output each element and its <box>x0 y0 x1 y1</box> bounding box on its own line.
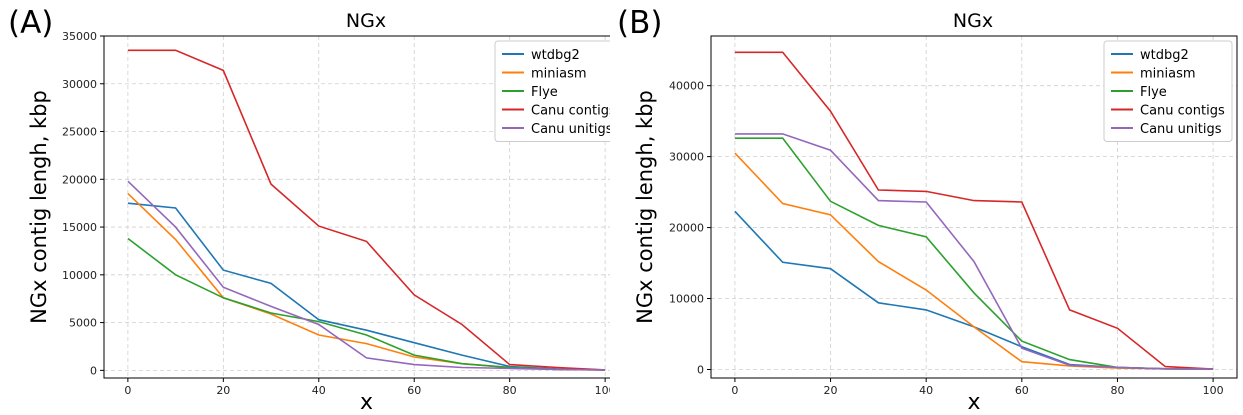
series-line-canu-unitigs <box>734 133 1214 370</box>
legend-label: Canu unitigs <box>531 122 610 137</box>
series-line-miniasm <box>127 193 606 371</box>
x-tick-label: 60 <box>407 384 421 397</box>
x-tick-label: 20 <box>824 384 838 397</box>
series-line-canu-contigs <box>734 51 1214 370</box>
panel-label: (A) <box>8 5 53 41</box>
x-tick-label: 0 <box>731 384 738 397</box>
chart-title: NGx <box>953 10 993 32</box>
plot-frame <box>103 35 610 379</box>
x-tick-label: 60 <box>1015 384 1029 397</box>
y-axis-label: NGx contig lengh, kbp <box>27 90 51 324</box>
x-axis-label: x <box>967 390 980 415</box>
legend-label: wtdbg2 <box>531 48 580 63</box>
series-line-flye <box>734 137 1214 370</box>
series-line-canu-unitigs <box>127 180 606 371</box>
y-tick-label: 10000 <box>62 269 97 282</box>
x-tick-label: 80 <box>1110 384 1124 397</box>
x-tick-label: 40 <box>919 384 933 397</box>
series-line-wtdbg2 <box>127 202 606 371</box>
legend <box>1103 40 1233 142</box>
x-tick-label: 100 <box>595 384 610 397</box>
y-tick-label: 15000 <box>62 221 97 234</box>
y-tick-label: 0 <box>697 363 704 376</box>
chart-title: NGx <box>346 10 386 32</box>
x-tick-label: 100 <box>1203 384 1224 397</box>
y-tick-label: 40000 <box>669 80 704 93</box>
y-tick-label: 10000 <box>669 293 704 306</box>
y-tick-label: 30000 <box>62 78 97 91</box>
chart-b: 0 20 40 60 80 100 0 10000 20000 30000 40000 NGx (B) x… <box>617 5 1238 415</box>
plot-frame <box>710 35 1238 379</box>
legend-label: Flye <box>531 85 558 100</box>
y-tick-label: 25000 <box>62 126 97 139</box>
legend-label: Canu contigs <box>1140 104 1225 119</box>
x-tick-label: 0 <box>124 384 131 397</box>
y-tick-label: 0 <box>90 364 97 377</box>
legend-label: Canu unitigs <box>1140 122 1222 137</box>
legend <box>494 40 610 142</box>
x-axis-label: x <box>360 390 373 415</box>
y-tick-label: 20000 <box>669 222 704 235</box>
series-line-canu-contigs <box>127 49 606 371</box>
y-tick-label: 20000 <box>62 173 97 186</box>
x-tick-label: 40 <box>312 384 326 397</box>
legend-label: Flye <box>1140 85 1167 100</box>
panel-label: (B) <box>617 5 662 41</box>
y-axis-label: NGx contig lengh, kbp <box>633 90 657 324</box>
legend-label: wtdbg2 <box>1140 48 1189 63</box>
y-tick-label: 30000 <box>669 151 704 164</box>
legend-label: Canu contigs <box>531 104 610 119</box>
x-tick-label: 20 <box>216 384 230 397</box>
series-line-wtdbg2 <box>734 210 1214 370</box>
y-tick-label: 35000 <box>62 30 97 43</box>
x-tick-label: 80 <box>503 384 517 397</box>
chart-a: 0 20 40 60 80 100 0 5000 10000 15000 20000 25000 300… <box>8 5 610 415</box>
legend-label: miniasm <box>1140 67 1196 82</box>
legend-label: miniasm <box>531 67 587 82</box>
y-tick-label: 5000 <box>69 317 97 330</box>
